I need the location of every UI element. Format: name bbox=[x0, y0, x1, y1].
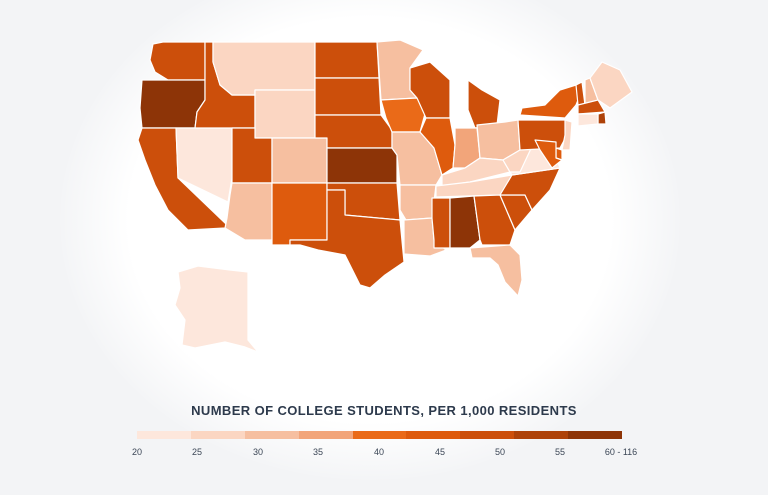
state-tx bbox=[289, 189, 405, 289]
legend-swatch bbox=[298, 431, 353, 439]
state-az bbox=[224, 182, 273, 241]
state-co bbox=[271, 137, 328, 184]
state-mt bbox=[212, 41, 316, 96]
state-or bbox=[139, 79, 206, 129]
state-nm bbox=[271, 182, 328, 246]
state-ar bbox=[399, 184, 437, 221]
legend-color-bar bbox=[137, 431, 623, 439]
legend-swatch bbox=[406, 431, 461, 439]
legend-title: NUMBER OF COLLEGE STUDENTS, PER 1,000 RE… bbox=[191, 403, 577, 418]
legend-swatch bbox=[568, 431, 623, 439]
state-sd bbox=[314, 77, 382, 116]
legend-tick-label: 20 bbox=[131, 447, 143, 457]
legend-swatch bbox=[352, 431, 407, 439]
legend-tick-label: 50 bbox=[494, 447, 506, 457]
legend-tick-label: 45 bbox=[434, 447, 446, 457]
state-ak bbox=[174, 265, 259, 353]
state-ks bbox=[326, 147, 398, 184]
legend-swatch bbox=[460, 431, 515, 439]
legend-tick-label: 60 - 116 bbox=[604, 447, 638, 457]
state-ri bbox=[597, 111, 607, 125]
state-ny bbox=[519, 84, 581, 119]
state-nd bbox=[314, 41, 380, 79]
state-wa bbox=[149, 41, 206, 81]
state-al bbox=[449, 195, 481, 249]
legend-swatch bbox=[514, 431, 569, 439]
legend-swatch bbox=[137, 431, 191, 439]
state-md bbox=[534, 139, 563, 169]
legend-tick-label: 35 bbox=[312, 447, 324, 457]
legend-tick-label: 25 bbox=[191, 447, 203, 457]
legend-tick-label: 55 bbox=[554, 447, 566, 457]
legend-tick-label: 30 bbox=[252, 447, 264, 457]
legend-swatch bbox=[190, 431, 245, 439]
state-mi bbox=[467, 79, 501, 129]
state-nj bbox=[561, 119, 573, 151]
state-ms bbox=[431, 197, 451, 249]
state-il bbox=[419, 117, 456, 176]
legend-tick-label: 40 bbox=[373, 447, 385, 457]
state-ne bbox=[314, 114, 393, 149]
legend-tick-labels: 20 25 30 35 40 45 50 55 60 - 116 bbox=[0, 447, 768, 461]
state-ct bbox=[577, 113, 599, 127]
legend-swatch bbox=[244, 431, 299, 439]
state-wy bbox=[254, 89, 316, 139]
state-vt bbox=[575, 81, 586, 106]
state-fl bbox=[469, 244, 523, 297]
